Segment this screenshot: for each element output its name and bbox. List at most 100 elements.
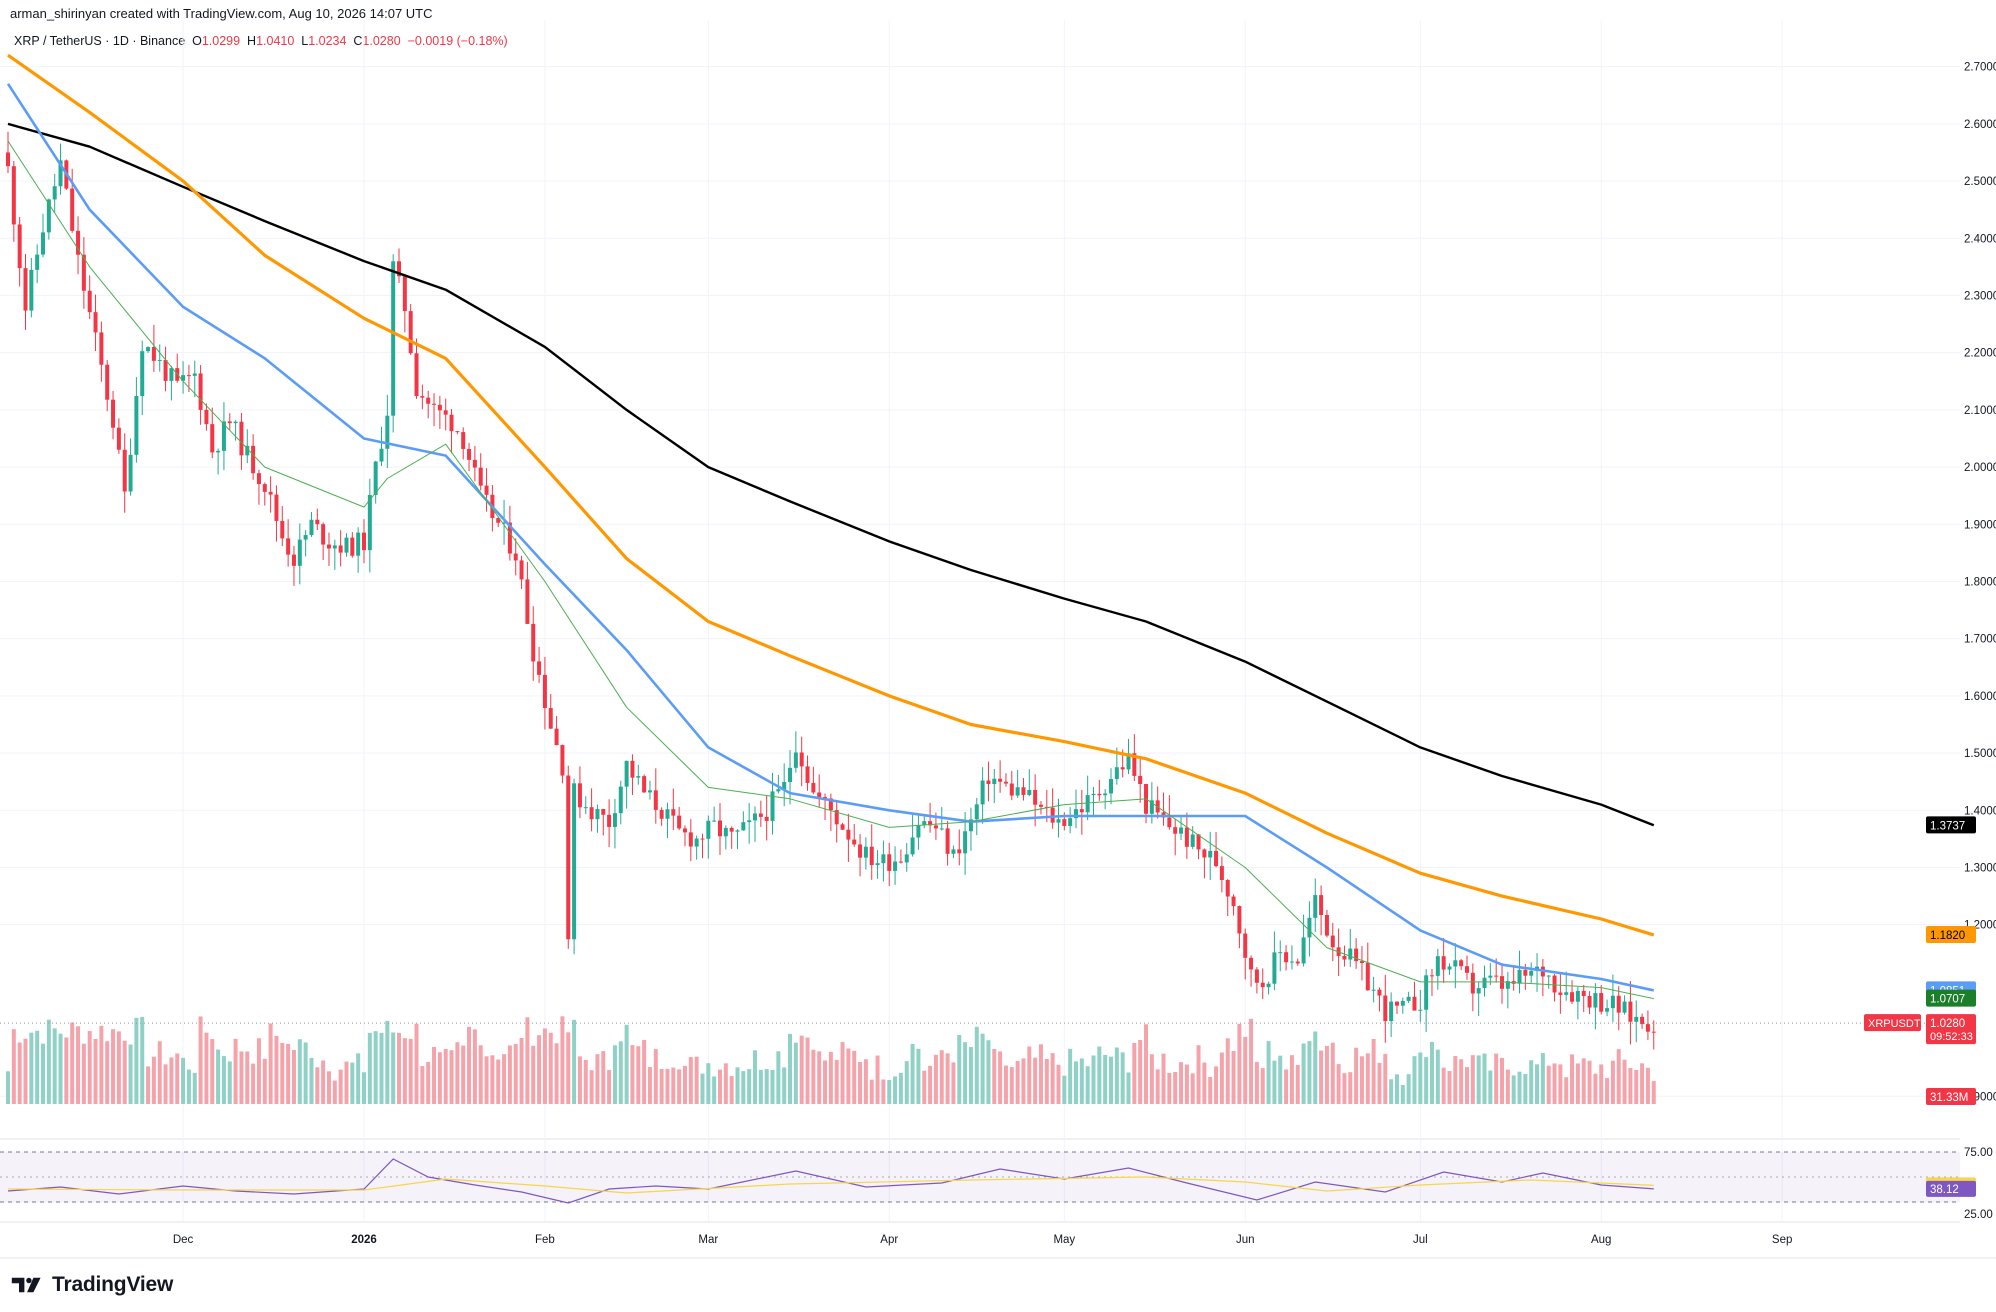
volume-bar xyxy=(402,1038,407,1104)
candle-body xyxy=(140,351,145,396)
volume-bar xyxy=(525,1017,530,1104)
volume-bar xyxy=(1044,1058,1049,1104)
candle-body xyxy=(542,674,547,709)
candle-body xyxy=(846,829,851,840)
candle-body xyxy=(945,828,950,854)
volume-bar xyxy=(134,1017,139,1104)
candle-body xyxy=(1465,966,1469,973)
candle-body xyxy=(933,825,938,829)
candle-body xyxy=(1062,819,1067,826)
volume-bar xyxy=(332,1080,337,1104)
volume-bar xyxy=(799,1035,804,1104)
volume-bar xyxy=(607,1070,612,1104)
candle-body xyxy=(76,230,81,255)
volume-bar xyxy=(356,1053,361,1104)
volume-bar xyxy=(1155,1069,1160,1104)
candle-body xyxy=(262,484,267,492)
x-tick-label: Feb xyxy=(535,1234,555,1246)
volume-bar xyxy=(449,1050,454,1104)
volume-bar xyxy=(951,1062,956,1104)
volume-bar xyxy=(647,1067,652,1104)
candle-body xyxy=(1505,981,1510,989)
candle-body xyxy=(1307,917,1312,938)
close-value: 1.0280 xyxy=(362,34,401,48)
candle-body xyxy=(805,766,810,783)
volume-bar xyxy=(677,1069,682,1104)
candle-body xyxy=(1272,952,1277,984)
ma100-tag: 1.1820 xyxy=(1930,930,1965,942)
volume-bar xyxy=(291,1049,296,1104)
volume-bar xyxy=(461,1045,466,1104)
candle-body xyxy=(52,186,57,200)
candle-body xyxy=(157,360,162,362)
candle-body xyxy=(437,404,442,411)
candle-body xyxy=(239,421,244,456)
candle-body xyxy=(227,421,232,424)
volume-bar xyxy=(636,1046,641,1104)
volume-bar xyxy=(747,1069,752,1104)
candle-body xyxy=(1132,753,1137,776)
volume-bar xyxy=(326,1071,331,1104)
y-tick-label: 1.3000 xyxy=(1964,862,1996,874)
candle-body xyxy=(367,495,372,551)
volume-bar xyxy=(712,1076,717,1104)
y-tick-label: 2.2000 xyxy=(1964,348,1996,360)
last-price-tag-bg xyxy=(1926,1014,1976,1045)
volume-bar xyxy=(175,1053,180,1104)
volume-bar xyxy=(1511,1075,1516,1104)
volume-bar xyxy=(1278,1055,1283,1104)
candle-body xyxy=(898,861,903,863)
candle-body xyxy=(256,473,261,485)
volume-bar xyxy=(140,1016,145,1104)
symbol-title[interactable]: XRP / TetherUS · 1D · Binance xyxy=(14,34,186,48)
candle-body xyxy=(840,824,845,830)
candle-body xyxy=(1266,983,1271,988)
volume-bar xyxy=(1109,1056,1114,1104)
x-tick-label: Dec xyxy=(173,1234,194,1246)
candle-body xyxy=(1301,937,1306,964)
volume-bar xyxy=(1202,1062,1207,1104)
ma20-tag-bg xyxy=(1926,989,1976,1007)
volume-bar xyxy=(116,1031,121,1104)
volume-bar xyxy=(1599,1064,1604,1104)
candle-body xyxy=(1289,961,1294,963)
candle-body xyxy=(1254,969,1259,983)
candle-body xyxy=(1523,969,1528,976)
candle-body xyxy=(1383,995,1388,1022)
volume-bar xyxy=(980,1033,985,1104)
volume-bar xyxy=(1173,1071,1178,1104)
volume-bar xyxy=(1085,1066,1090,1104)
ma50-line xyxy=(6,83,1655,992)
volume-bar xyxy=(1383,1053,1388,1104)
ma100-line xyxy=(7,53,1655,937)
volume-bar xyxy=(227,1061,232,1104)
tradingview-brand[interactable]: TradingView xyxy=(10,1270,173,1300)
volume-bar xyxy=(1266,1041,1271,1104)
volume-bar xyxy=(111,1029,116,1104)
y-tick-label: 1.7000 xyxy=(1964,634,1996,646)
candle-body xyxy=(682,828,687,833)
candle-body xyxy=(741,822,746,831)
volume-bar xyxy=(1441,1067,1446,1104)
candle-body xyxy=(1394,1001,1399,1006)
volume-bar xyxy=(717,1069,722,1104)
candle-body xyxy=(980,780,985,805)
volume-bar xyxy=(1418,1052,1423,1104)
volume-bar xyxy=(1470,1055,1475,1104)
volume-bar xyxy=(1225,1038,1230,1104)
candle-body xyxy=(11,166,16,225)
volume-bar xyxy=(1587,1060,1592,1104)
candle-body xyxy=(1616,995,1621,1013)
x-tick-label: Mar xyxy=(698,1234,718,1246)
symbol-legend: XRP / TetherUS · 1D · Binance O1.0299 H1… xyxy=(14,34,508,48)
candle-body xyxy=(23,268,28,311)
candle-body xyxy=(677,815,682,829)
open-label: O xyxy=(192,34,202,48)
candle-body xyxy=(198,373,203,410)
volume-bar xyxy=(688,1057,693,1104)
candle-body xyxy=(735,830,740,832)
x-tick-label: 2026 xyxy=(351,1234,377,1246)
volume-bar xyxy=(1517,1071,1522,1104)
candle-body xyxy=(6,152,10,167)
